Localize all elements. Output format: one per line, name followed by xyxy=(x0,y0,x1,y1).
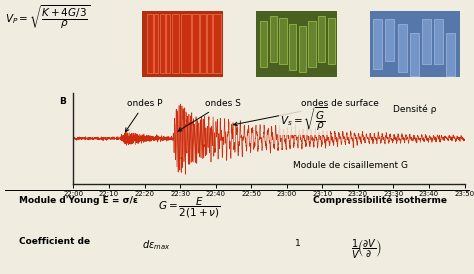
Bar xyxy=(181,14,191,73)
Bar xyxy=(200,14,206,73)
Bar xyxy=(270,16,277,62)
Bar xyxy=(318,16,325,62)
Bar xyxy=(192,14,199,73)
Bar xyxy=(410,33,419,76)
Bar xyxy=(289,24,296,70)
Text: $d\varepsilon_{max}$: $d\varepsilon_{max}$ xyxy=(142,238,171,252)
Bar xyxy=(260,21,267,67)
Bar xyxy=(160,14,165,73)
Bar xyxy=(385,19,394,61)
Bar xyxy=(172,14,179,73)
Bar xyxy=(328,18,335,64)
Bar xyxy=(207,14,212,73)
Text: Module de cisaillement G: Module de cisaillement G xyxy=(293,161,408,170)
Bar xyxy=(308,21,316,67)
Text: ondes de surface: ondes de surface xyxy=(234,99,379,126)
Bar xyxy=(154,14,158,73)
Bar xyxy=(213,14,221,73)
Bar xyxy=(147,14,153,73)
Text: $V_s = \sqrt{\dfrac{G}{\rho}}$: $V_s = \sqrt{\dfrac{G}{\rho}}$ xyxy=(280,106,328,134)
Text: Module d'Young E = σ/ε: Module d'Young E = σ/ε xyxy=(19,196,138,205)
Bar xyxy=(374,19,383,69)
Text: ondes S: ondes S xyxy=(178,99,241,131)
Bar xyxy=(299,26,306,72)
Bar xyxy=(279,18,287,64)
Text: $1$: $1$ xyxy=(294,237,301,248)
Bar xyxy=(422,19,431,64)
Bar xyxy=(446,33,455,76)
Bar xyxy=(398,24,407,72)
Text: $G = \dfrac{E}{2(1+\nu)}$: $G = \dfrac{E}{2(1+\nu)}$ xyxy=(158,196,221,220)
Text: ondes P: ondes P xyxy=(126,99,162,132)
Text: Densité ρ: Densité ρ xyxy=(393,104,437,114)
Text: Compressibilité isotherme: Compressibilité isotherme xyxy=(313,196,447,206)
Bar xyxy=(166,14,170,73)
Text: Coefficient de: Coefficient de xyxy=(19,237,90,246)
Text: B: B xyxy=(59,98,66,107)
Text: $\dfrac{1}{V}\!\left(\dfrac{\partial V}{\partial}\right)$: $\dfrac{1}{V}\!\left(\dfrac{\partial V}{… xyxy=(351,238,382,261)
Text: $V_P = \sqrt{\dfrac{K+4G/3}{\rho}}$: $V_P = \sqrt{\dfrac{K+4G/3}{\rho}}$ xyxy=(5,4,90,32)
Bar xyxy=(434,19,443,64)
